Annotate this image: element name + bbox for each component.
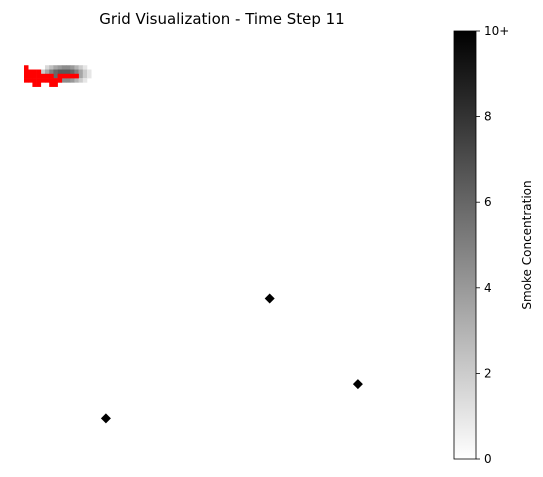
fire-cell-24 [57,73,63,79]
colorbar-tick-label-0: 0 [484,452,492,466]
smoke-cell-6 [70,65,75,70]
fire-cell-21 [49,82,54,87]
fire-cell-23 [53,82,58,87]
fire-cell-13 [36,78,42,83]
smoke-cell-19 [78,69,84,75]
smoke-cell-10 [40,69,46,75]
smoke-cell-1 [49,65,54,70]
diamond-marker-0 [264,293,275,304]
smoke-cell-38 [61,78,67,83]
fire-cell-27 [66,73,71,79]
fire-cell-6 [28,78,33,83]
fire-cell-10 [32,82,37,87]
smoke-cell-41 [74,78,79,83]
colorbar-label: Smoke Concentration [520,180,534,309]
diamond-marker-1 [352,379,363,390]
fire-layer [24,65,79,87]
colorbar-ticks: 0 2 4 6 8 10+ [476,24,509,466]
colorbar-tick-label-3: 6 [484,195,492,209]
colorbar-gradient [453,30,477,460]
fire-cell-14 [36,82,42,87]
fire-cell-4 [28,69,33,75]
smoke-cell-42 [78,78,84,83]
smoke-cell-4 [61,65,67,70]
fire-cell-22 [53,78,58,83]
smoke-cell-32 [82,73,88,79]
fire-cell-5 [28,73,33,79]
colorbar-tick-label-1: 2 [484,366,492,380]
fire-cell-18 [45,78,50,83]
smoke-cell-25 [53,73,58,79]
smoke-cell-31 [78,73,84,79]
fire-cell-15 [40,73,46,79]
fire-cell-9 [32,78,37,83]
smoke-cell-16 [66,69,71,75]
fire-cell-11 [36,69,42,75]
smoke-cell-2 [53,65,58,70]
marker-layer [100,293,363,424]
smoke-cell-5 [66,65,71,70]
fire-cell-16 [40,78,46,83]
smoke-cell-15 [61,69,67,75]
smoke-cell-33 [87,73,92,79]
smoke-cell-0 [45,65,50,70]
smoke-cell-8 [78,65,84,70]
smoke-cell-43 [82,78,88,83]
fire-cell-3 [24,78,29,83]
smoke-cell-40 [70,78,75,83]
smoke-cell-12 [49,69,54,75]
smoke-cell-39 [66,78,71,83]
smoke-cell-3 [57,65,63,70]
fire-cell-29 [74,73,79,79]
smoke-cell-17 [70,69,75,75]
smoke-cell-7 [74,65,79,70]
fire-cell-1 [24,69,29,75]
fire-cell-17 [45,73,50,79]
fire-cell-26 [61,73,67,79]
smoke-cell-13 [53,69,58,75]
fire-cell-28 [70,73,75,79]
smoke-cell-11 [45,69,50,75]
plot-area [24,65,363,424]
fire-cell-19 [49,73,54,79]
fire-cell-25 [57,78,63,83]
fire-cell-0 [24,65,29,70]
colorbar-tick-label-2: 4 [484,281,492,295]
colorbar: 0 2 4 6 8 10+ Smoke Concentration [453,24,534,466]
smoke-cell-21 [87,69,92,75]
smoke-cell-14 [57,69,63,75]
fire-cell-2 [24,73,29,79]
smoke-cell-18 [74,69,79,75]
colorbar-tick-label-4: 8 [484,110,492,124]
smoke-cell-9 [82,65,88,70]
fire-cell-8 [32,73,37,79]
colorbar-tick-label-5: 10+ [484,24,509,38]
fire-cell-20 [49,78,54,83]
fire-cell-7 [32,69,37,75]
diamond-marker-2 [100,413,111,424]
fire-cell-12 [36,73,42,79]
smoke-cell-20 [82,69,88,75]
chart-title: Grid Visualization - Time Step 11 [99,10,344,28]
